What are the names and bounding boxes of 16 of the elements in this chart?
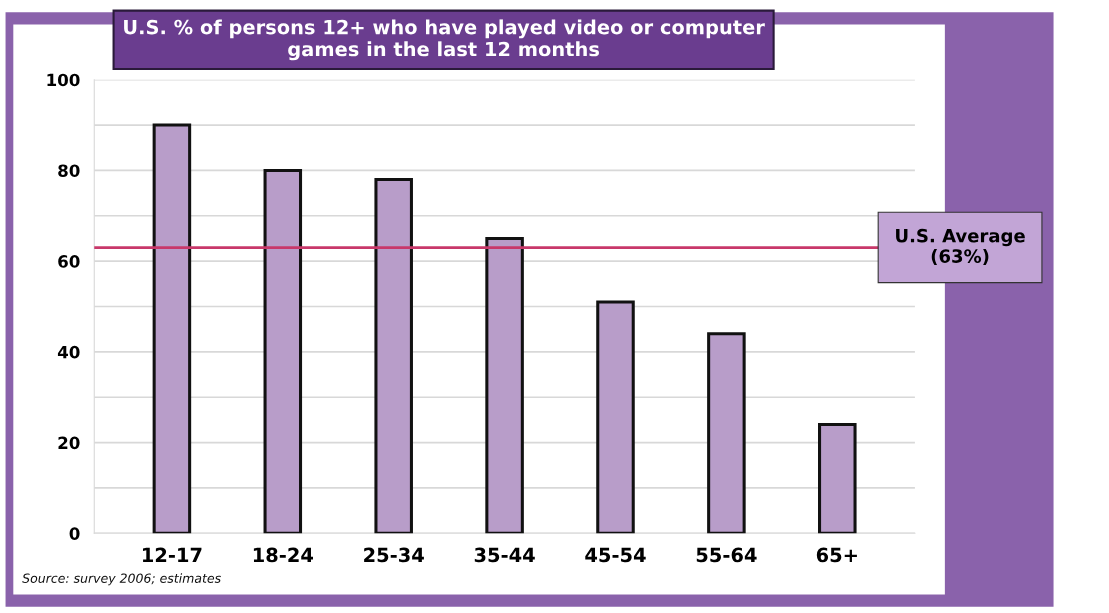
x-tick-label: 55-64	[696, 547, 757, 563]
x-tick-label: 25-34	[364, 547, 424, 563]
y-tick-label: 40	[57, 345, 80, 359]
x-tick-label: 18-24	[253, 547, 313, 563]
x-tick-label: 45-54	[585, 547, 646, 563]
y-tick-label: 0	[69, 527, 80, 540]
x-tick-label: 35-44	[474, 547, 535, 563]
y-tick-label: 20	[58, 436, 80, 450]
source-note: Source: survey 2006; estimates	[22, 573, 221, 586]
chart-title: U.S. % of persons 12+ who have played video or computer games in the last 12 months	[124, 19, 765, 61]
y-tick-label: 100	[47, 73, 80, 87]
ref-line-label: U.S. Average (63%)	[896, 228, 1025, 265]
y-tick-label: 60	[58, 255, 80, 268]
x-tick-label: 12-17	[143, 547, 202, 562]
x-tick-label: 65+	[816, 547, 857, 563]
y-tick-label: 80	[58, 164, 80, 177]
